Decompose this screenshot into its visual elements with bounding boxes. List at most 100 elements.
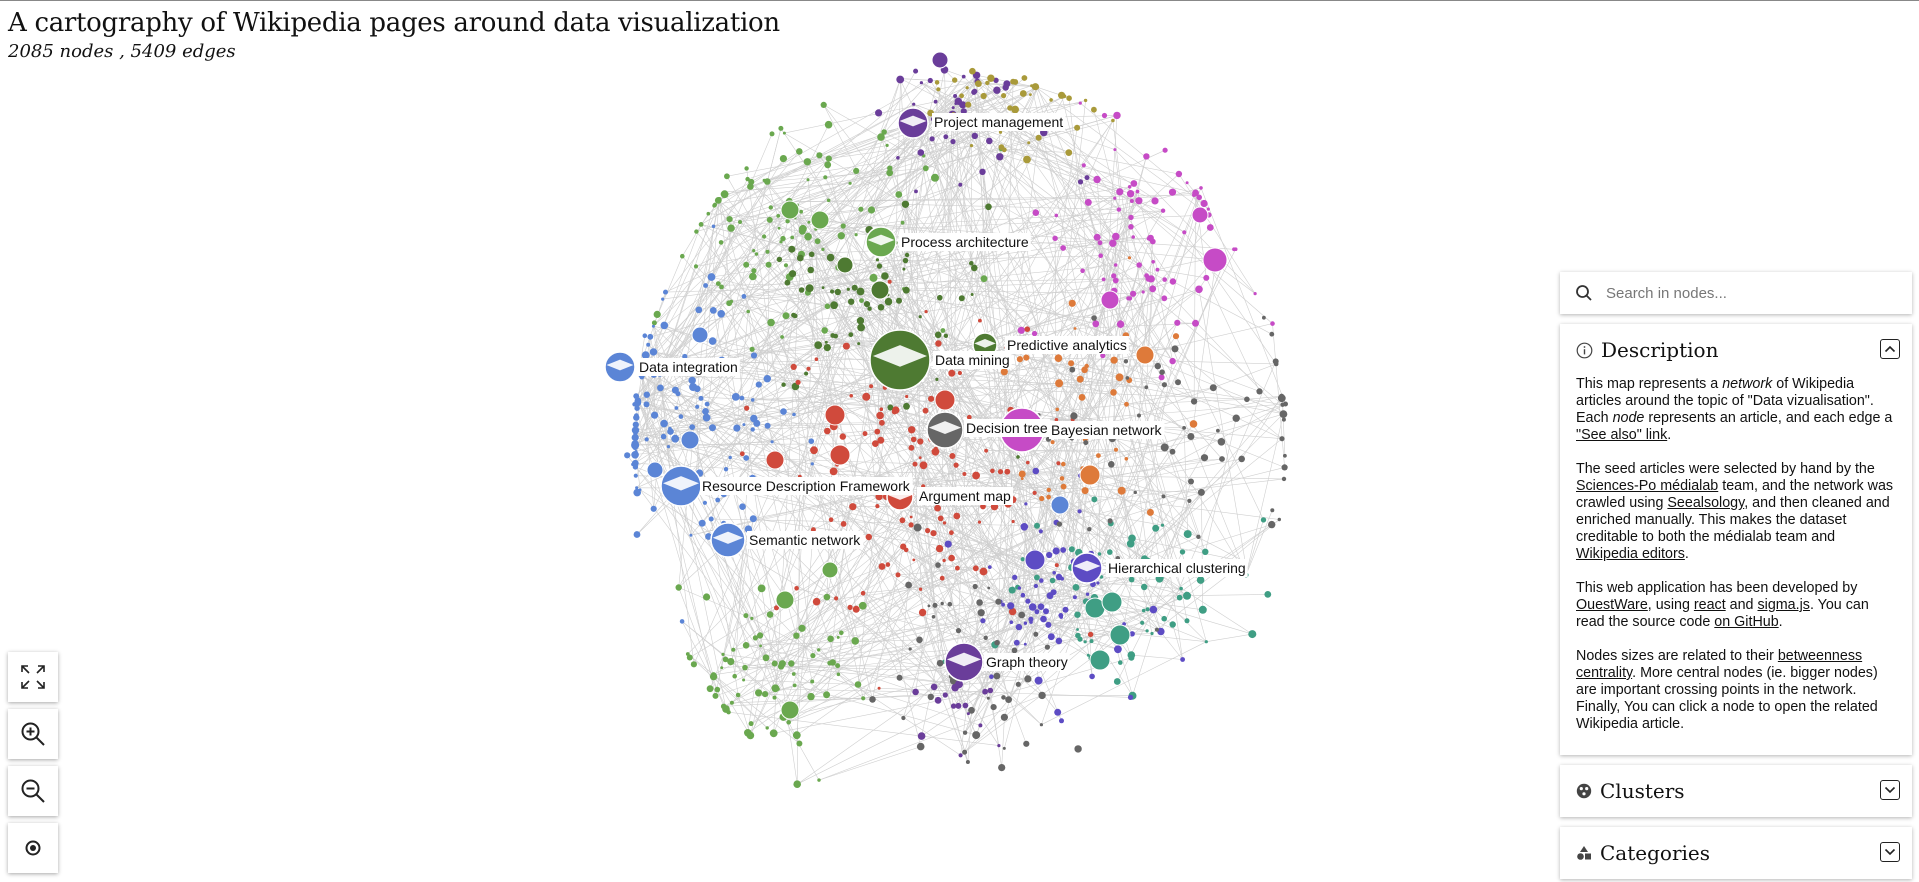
graph-node[interactable] (1024, 549, 1046, 571)
graph-node[interactable] (984, 448, 988, 453)
graph-node[interactable] (1077, 179, 1084, 185)
graph-node[interactable] (1081, 487, 1089, 495)
graph-node[interactable] (1264, 591, 1272, 598)
graph-node[interactable] (1045, 621, 1052, 628)
graph-node[interactable] (1145, 629, 1149, 633)
graph-node[interactable] (1182, 426, 1186, 430)
graph-node[interactable] (872, 440, 879, 447)
graph-node[interactable] (1200, 199, 1208, 208)
graph-node[interactable] (1046, 551, 1053, 559)
graph-node[interactable] (942, 521, 947, 525)
graph-node[interactable] (1056, 461, 1061, 466)
graph-node[interactable] (791, 312, 796, 318)
graph-node[interactable] (1040, 615, 1047, 623)
graph-node[interactable] (688, 376, 696, 385)
graph-node[interactable] (708, 516, 714, 522)
graph-node[interactable] (905, 394, 909, 399)
graph-node[interactable] (799, 209, 803, 214)
graph-node[interactable] (830, 301, 838, 310)
graph-node[interactable] (1126, 190, 1135, 198)
graph-node[interactable] (1089, 673, 1095, 680)
graph-node[interactable] (948, 369, 956, 377)
graph-node[interactable] (1171, 345, 1179, 353)
graph-node[interactable] (1161, 615, 1167, 622)
graph-node[interactable] (1055, 637, 1063, 645)
graph-node[interactable] (1169, 357, 1176, 365)
graph-node[interactable] (874, 428, 881, 435)
graph-node[interactable] (1179, 549, 1186, 555)
graph-node[interactable] (1281, 464, 1288, 471)
graph-node[interactable] (778, 125, 784, 131)
graph-node[interactable] (849, 503, 857, 511)
graph-node[interactable] (743, 455, 750, 461)
graph-node[interactable] (1187, 433, 1195, 440)
graph-node[interactable] (1031, 330, 1038, 337)
graph-node[interactable] (1110, 356, 1118, 364)
graph-node[interactable] (931, 615, 936, 619)
graph-node[interactable] (971, 89, 977, 95)
graph-node[interactable] (970, 293, 974, 296)
graph-node[interactable] (1269, 331, 1275, 337)
graph-node[interactable] (1144, 385, 1149, 390)
graph-node[interactable] (1097, 552, 1102, 556)
graph-node[interactable] (829, 444, 851, 466)
graph-node[interactable] (1113, 678, 1121, 685)
graph-node[interactable] (1052, 235, 1058, 241)
graph-node[interactable] (1187, 498, 1192, 503)
graph-node[interactable] (962, 702, 969, 709)
graph-node[interactable] (1244, 396, 1250, 403)
graph-node[interactable] (954, 97, 962, 106)
graph-node[interactable] (993, 86, 1001, 94)
graph-node[interactable] (900, 220, 905, 225)
categories-header[interactable]: Categories (1576, 827, 1900, 879)
graph-node[interactable] (1113, 263, 1118, 267)
graph-node[interactable] (706, 685, 714, 693)
graph-node[interactable] (1162, 147, 1168, 153)
graph-node[interactable] (762, 178, 766, 182)
graph-node[interactable] (762, 654, 770, 662)
graph-node[interactable] (788, 660, 795, 667)
graph-node[interactable] (1085, 592, 1090, 596)
graph-node[interactable] (1068, 360, 1075, 367)
graph-node[interactable] (726, 216, 733, 223)
graph-node[interactable] (792, 683, 797, 688)
graph-node[interactable] (936, 659, 944, 667)
graph-node[interactable] (851, 284, 858, 291)
graph-node[interactable] (1202, 548, 1209, 555)
graph-node[interactable] (950, 703, 957, 709)
graph-node[interactable] (691, 326, 709, 344)
graph-node[interactable] (808, 251, 815, 258)
graph-node[interactable] (922, 407, 929, 414)
graph-node[interactable] (1039, 723, 1043, 727)
graph-node[interactable] (1129, 199, 1134, 203)
graph-node[interactable] (709, 307, 717, 314)
graph-node[interactable] (782, 131, 786, 135)
graph-node[interactable] (1098, 253, 1103, 258)
graph-node[interactable] (1115, 373, 1124, 382)
graph-node[interactable] (1130, 290, 1137, 297)
graph-node[interactable] (1008, 607, 1017, 616)
graph-node[interactable] (875, 258, 880, 262)
graph-node[interactable] (749, 515, 757, 523)
graph-node[interactable] (745, 176, 750, 182)
graph-node[interactable] (702, 500, 708, 505)
graph-node[interactable] (810, 653, 816, 659)
graph-node[interactable] (1059, 615, 1063, 619)
graph-node[interactable] (778, 660, 786, 668)
graph-node[interactable] (918, 456, 922, 460)
graph-node[interactable] (950, 139, 956, 145)
graph-node[interactable] (732, 673, 737, 679)
graph-node[interactable] (651, 411, 659, 419)
graph-node[interactable] (757, 584, 766, 593)
graph-node[interactable] (1127, 256, 1132, 260)
graph-node[interactable] (944, 540, 952, 548)
graph-node[interactable] (1060, 576, 1064, 581)
graph-node[interactable] (1116, 207, 1122, 212)
graph-node[interactable] (660, 433, 667, 440)
graph-node[interactable] (852, 605, 860, 613)
graph-node[interactable] (765, 249, 770, 254)
medialab-link[interactable]: Sciences-Po médialab (1576, 478, 1719, 494)
graph-node[interactable] (858, 206, 864, 212)
graph-node[interactable] (715, 281, 721, 286)
